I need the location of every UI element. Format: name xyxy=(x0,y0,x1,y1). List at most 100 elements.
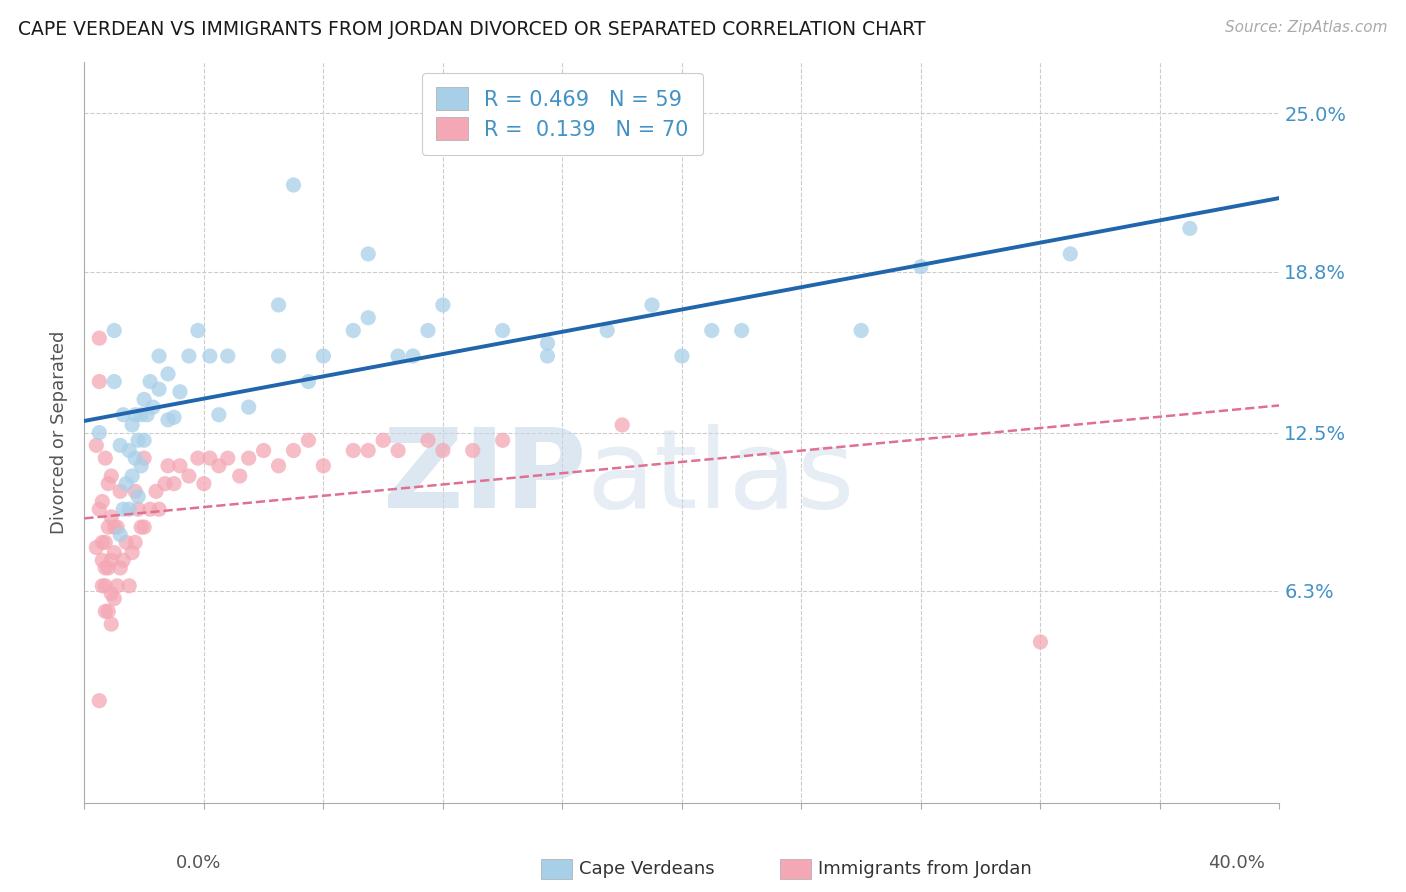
Point xyxy=(121,469,143,483)
Point xyxy=(208,408,231,422)
Point xyxy=(89,502,111,516)
Point xyxy=(139,375,162,389)
Point xyxy=(238,451,260,466)
Point xyxy=(103,375,125,389)
Point xyxy=(124,484,146,499)
Point xyxy=(1178,221,1201,235)
Point xyxy=(208,458,231,473)
Point xyxy=(1059,247,1081,261)
Text: 0.0%: 0.0% xyxy=(176,855,221,872)
Point xyxy=(169,384,191,399)
Point xyxy=(357,443,380,458)
Point xyxy=(461,443,484,458)
Point xyxy=(357,310,380,325)
Point xyxy=(432,443,454,458)
Point xyxy=(1029,635,1052,649)
Point xyxy=(492,324,515,338)
Point xyxy=(89,694,111,708)
Point xyxy=(105,520,128,534)
Point xyxy=(267,298,290,312)
Point xyxy=(129,520,152,534)
Point xyxy=(671,349,693,363)
Point xyxy=(153,476,176,491)
Point xyxy=(97,561,120,575)
Point xyxy=(94,579,117,593)
Point xyxy=(297,434,319,448)
Point xyxy=(731,324,754,338)
Point xyxy=(267,458,290,473)
Text: CAPE VERDEAN VS IMMIGRANTS FROM JORDAN DIVORCED OR SEPARATED CORRELATION CHART: CAPE VERDEAN VS IMMIGRANTS FROM JORDAN D… xyxy=(18,20,925,38)
Point xyxy=(115,535,138,549)
Point xyxy=(115,476,138,491)
Point xyxy=(112,502,135,516)
Point xyxy=(94,451,117,466)
Point xyxy=(357,247,380,261)
Point xyxy=(129,408,152,422)
Point xyxy=(163,410,186,425)
Point xyxy=(97,520,120,534)
Point xyxy=(432,298,454,312)
Point xyxy=(157,458,180,473)
Point xyxy=(387,349,409,363)
Point xyxy=(596,324,619,338)
Point xyxy=(110,561,132,575)
Point xyxy=(121,546,143,560)
Point xyxy=(100,469,122,483)
Point xyxy=(641,298,664,312)
Point xyxy=(148,382,170,396)
Point xyxy=(121,417,143,432)
Point xyxy=(91,553,114,567)
Point xyxy=(110,527,132,541)
Point xyxy=(148,349,170,363)
Point xyxy=(228,469,252,483)
Point xyxy=(387,443,409,458)
Text: atlas: atlas xyxy=(586,424,855,531)
Point xyxy=(193,476,215,491)
Point xyxy=(416,434,439,448)
Point xyxy=(402,349,425,363)
Point xyxy=(124,451,146,466)
Point xyxy=(103,591,125,606)
Point xyxy=(148,502,170,516)
Point xyxy=(97,476,120,491)
Point xyxy=(139,502,162,516)
Point xyxy=(100,509,122,524)
Point xyxy=(100,586,122,600)
Point xyxy=(163,476,186,491)
Point xyxy=(283,178,305,192)
Point xyxy=(198,451,221,466)
Point xyxy=(86,438,108,452)
Point xyxy=(112,408,135,422)
Point xyxy=(112,553,135,567)
Point xyxy=(118,443,141,458)
Point xyxy=(198,349,221,363)
Point xyxy=(177,349,200,363)
Point xyxy=(145,484,167,499)
Point xyxy=(312,349,335,363)
Point xyxy=(132,520,156,534)
Text: Source: ZipAtlas.com: Source: ZipAtlas.com xyxy=(1225,20,1388,35)
Point xyxy=(127,434,149,448)
Point xyxy=(136,408,159,422)
Point xyxy=(94,535,117,549)
Point xyxy=(612,417,634,432)
Point xyxy=(129,458,152,473)
Point xyxy=(89,425,111,440)
Point xyxy=(217,349,239,363)
Point xyxy=(127,490,149,504)
Point xyxy=(124,408,146,422)
Point xyxy=(312,458,335,473)
Point xyxy=(132,451,156,466)
Point xyxy=(238,400,260,414)
Point xyxy=(536,336,558,351)
Point xyxy=(89,331,111,345)
Point xyxy=(253,443,276,458)
Point xyxy=(91,494,114,508)
Point xyxy=(118,579,141,593)
Point xyxy=(157,413,180,427)
Point xyxy=(169,458,191,473)
Point xyxy=(132,434,156,448)
Point xyxy=(492,434,515,448)
Point xyxy=(267,349,290,363)
Point xyxy=(342,324,364,338)
